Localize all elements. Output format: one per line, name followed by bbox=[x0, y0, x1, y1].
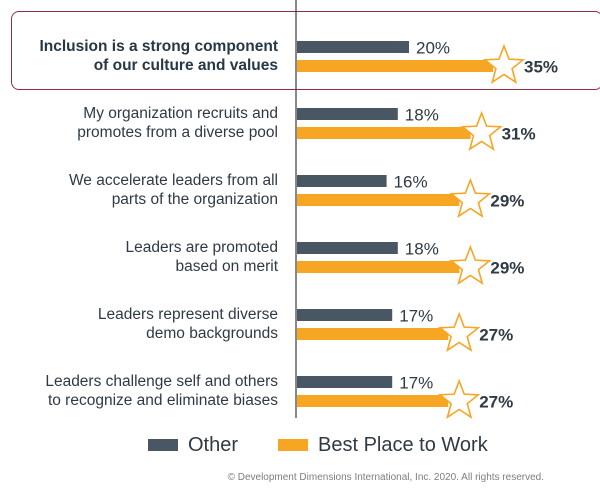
data-label-best-place-to-work: 29% bbox=[490, 259, 524, 278]
copyright-footer: © Development Dimensions International, … bbox=[227, 472, 544, 483]
data-label-other: 20% bbox=[416, 39, 450, 58]
legend-swatch-best bbox=[278, 439, 308, 451]
star-icon bbox=[438, 378, 481, 419]
star-icon bbox=[438, 311, 481, 352]
bar-other bbox=[297, 309, 393, 321]
category-label-line: Leaders challenge self and others bbox=[45, 373, 278, 390]
star-icon bbox=[449, 244, 492, 285]
legend-label-best: Best Place to Work bbox=[318, 434, 488, 456]
legend-swatch-other bbox=[148, 439, 178, 451]
bar-best-place-to-work bbox=[297, 194, 460, 206]
star-icon bbox=[482, 43, 526, 84]
bar-other bbox=[297, 242, 398, 254]
category-label: Inclusion is a strong component of our cu… bbox=[0, 37, 278, 75]
data-label-best-place-to-work: 27% bbox=[479, 326, 513, 345]
bar-best-place-to-work bbox=[297, 127, 471, 139]
data-label-other: 17% bbox=[399, 374, 433, 393]
category-label-line: My organization recruits and bbox=[83, 105, 278, 122]
category-label-line: promotes from a diverse pool bbox=[77, 124, 278, 141]
star-icon bbox=[449, 177, 492, 218]
category-label-line: Leaders are promoted bbox=[125, 239, 278, 256]
category-label-line: to recognize and eliminate biases bbox=[47, 392, 278, 409]
category-label-line: Inclusion is a strong component bbox=[39, 38, 278, 55]
category-label: We accelerate leaders from all parts of t… bbox=[0, 171, 278, 209]
legend: Other Best Place to Work bbox=[0, 433, 600, 459]
category-label-line: based on merit bbox=[175, 258, 278, 275]
bar-other bbox=[297, 376, 393, 388]
category-label: Leaders are promoted based on merit bbox=[0, 238, 278, 276]
bar-other bbox=[297, 175, 387, 187]
data-label-best-place-to-work: 35% bbox=[524, 58, 558, 77]
bar-other bbox=[297, 41, 409, 53]
star-icon bbox=[460, 110, 503, 151]
bar-best-place-to-work bbox=[297, 60, 493, 72]
data-label-best-place-to-work: 27% bbox=[479, 393, 513, 412]
bar-other bbox=[297, 108, 398, 120]
bar-best-place-to-work bbox=[297, 261, 460, 273]
bar-best-place-to-work bbox=[297, 395, 449, 407]
highlight-box bbox=[11, 11, 600, 90]
data-label-other: 16% bbox=[394, 173, 428, 192]
category-label-line: parts of the organization bbox=[111, 191, 278, 208]
data-label-other: 17% bbox=[399, 307, 433, 326]
data-label-best-place-to-work: 29% bbox=[490, 192, 524, 211]
category-label-line: of our culture and values bbox=[93, 57, 278, 74]
category-label-line: We accelerate leaders from all bbox=[68, 172, 278, 189]
category-label: My organization recruits and promotes fro… bbox=[0, 104, 278, 142]
category-label: Leaders challenge self and others to reco… bbox=[0, 372, 278, 410]
bar-best-place-to-work bbox=[297, 328, 449, 340]
category-label: Leaders represent diverse demo background… bbox=[0, 305, 278, 343]
data-label-other: 18% bbox=[405, 106, 439, 125]
data-label-other: 18% bbox=[405, 240, 439, 259]
category-label-line: Leaders represent diverse bbox=[97, 306, 278, 323]
legend-label-other: Other bbox=[188, 434, 239, 456]
data-label-best-place-to-work: 31% bbox=[502, 125, 536, 144]
category-label-line: demo backgrounds bbox=[146, 325, 278, 342]
